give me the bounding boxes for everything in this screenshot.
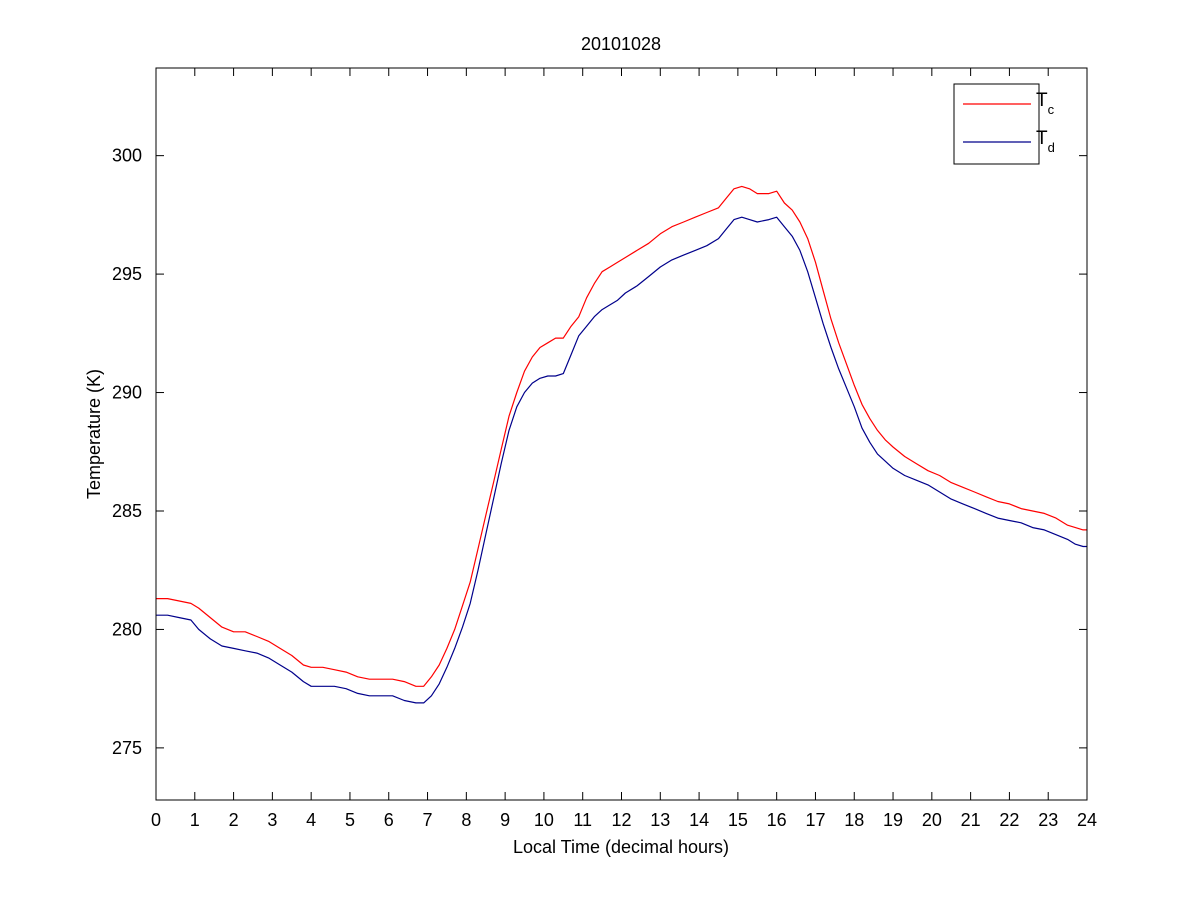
x-tick-label: 24 — [1077, 810, 1097, 830]
x-tick-label: 11 — [573, 810, 592, 830]
x-tick-label: 21 — [961, 810, 981, 830]
x-tick-label: 18 — [844, 810, 864, 830]
x-tick-label: 14 — [689, 810, 709, 830]
legend-label-d: Td — [1036, 128, 1055, 155]
legend-label-subscript: c — [1048, 102, 1055, 117]
x-tick-label: 1 — [190, 810, 200, 830]
x-tick-label: 15 — [728, 810, 748, 830]
x-tick-label: 19 — [883, 810, 903, 830]
x-tick-label: 5 — [345, 810, 355, 830]
x-tick-label: 20 — [922, 810, 942, 830]
x-tick-label: 4 — [306, 810, 316, 830]
y-tick-label: 275 — [112, 738, 142, 758]
series-line-c — [156, 185, 1087, 687]
x-tick-label: 22 — [999, 810, 1019, 830]
y-tick-label: 280 — [112, 619, 142, 639]
x-axis-label: Local Time (decimal hours) — [513, 837, 729, 857]
x-tick-label: 3 — [267, 810, 277, 830]
plot-background — [156, 68, 1087, 800]
ticks-layer: 0 1 2 3 4 5 6 7 8 9 10 11 12 13 14 15 16 17 18 19 20 21 22 23 24… — [112, 68, 1097, 830]
x-tick-label: 7 — [423, 810, 433, 830]
x-tick-label: 13 — [650, 810, 670, 830]
y-axis-label: Temperature (K) — [84, 369, 104, 499]
x-tick-label: 2 — [229, 810, 239, 830]
x-tick-label: 0 — [151, 810, 161, 830]
x-tick-label: 10 — [534, 810, 554, 830]
x-tick-label: 8 — [461, 810, 471, 830]
y-tick-label: 290 — [112, 383, 142, 403]
series-line-d — [156, 216, 1087, 704]
plot-area: 0 1 2 3 4 5 6 7 8 9 10 11 12 13 14 15 16 17 18 19 20 21 22 23 24… — [112, 67, 1097, 830]
legend-label-main: T — [1036, 128, 1048, 149]
x-tick-label: 23 — [1038, 810, 1058, 830]
y-tick-label: 295 — [112, 264, 142, 284]
chart-title: 20101028 — [581, 34, 661, 54]
y-tick-label: 300 — [112, 146, 142, 166]
legend-label-main: T — [1036, 90, 1048, 111]
x-tick-label: 12 — [611, 810, 631, 830]
x-tick-label: 6 — [384, 810, 394, 830]
y-tick-label: 285 — [112, 501, 142, 521]
series-layer — [156, 185, 1087, 704]
x-tick-label: 16 — [767, 810, 787, 830]
legend-label-subscript: d — [1048, 140, 1055, 155]
legend-box — [953, 83, 1040, 165]
x-tick-label: 9 — [500, 810, 510, 830]
x-tick-label: 17 — [805, 810, 825, 830]
legend-label-c: Tc — [1036, 90, 1055, 117]
